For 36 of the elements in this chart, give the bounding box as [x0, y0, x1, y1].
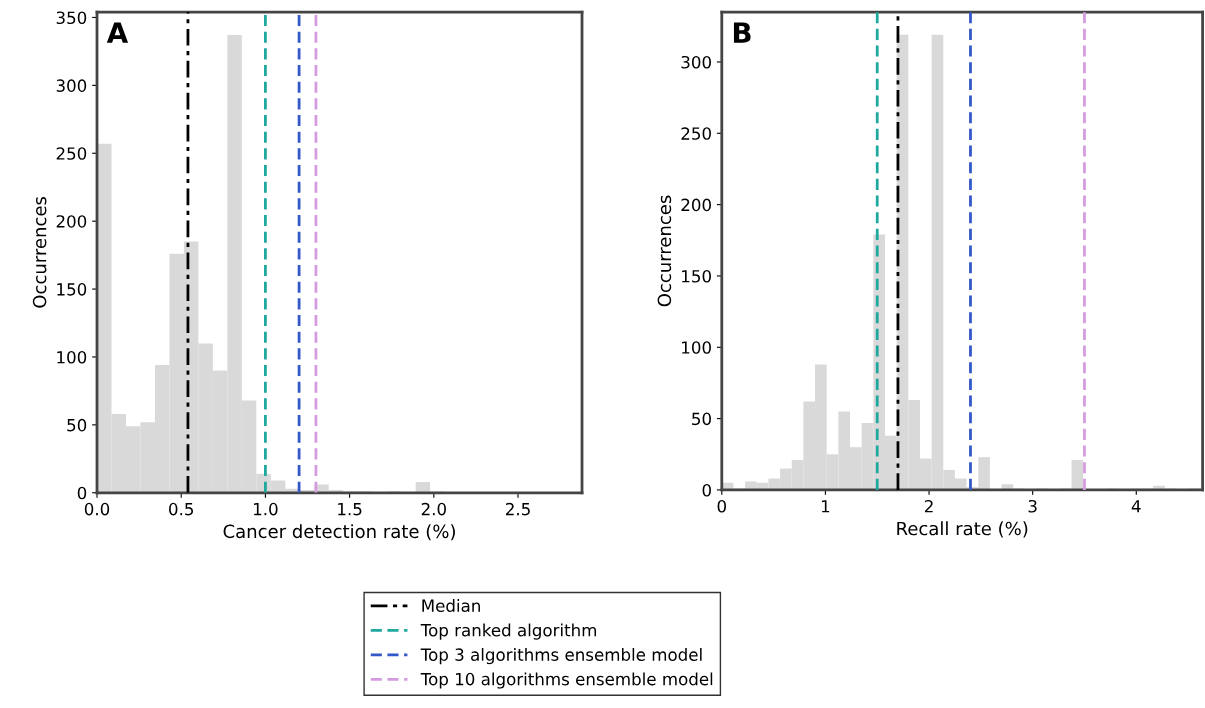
annotation: A — [106, 22, 129, 43]
y-tick-label: 50 — [692, 412, 711, 426]
legend-label: Median — [422, 599, 480, 612]
x-tick-label: 2.0 — [421, 502, 446, 516]
x-tick-label: 0 — [717, 499, 726, 513]
y-tick-label: 150 — [57, 283, 87, 296]
y-tick-label: 50 — [67, 418, 87, 432]
x-axis-title: Recall rate (%) — [897, 521, 1028, 538]
y-tick-label: 300 — [56, 79, 87, 92]
y-tick-label: 200 — [681, 198, 711, 212]
legend-label: Top 3 algorithms ensemble model — [420, 648, 702, 665]
x-axis-title: Cancer detection rate (%) — [223, 524, 455, 541]
x-tick-label: 2 — [924, 499, 933, 513]
legend-label: Top 10 algorithms ensemble model — [420, 672, 713, 689]
annotation: B — [733, 22, 751, 43]
legend-label: Top ranked algorithm — [420, 623, 596, 640]
x-tick-label: 4 — [1131, 500, 1141, 513]
x-tick-label: 0.5 — [169, 502, 193, 516]
y-tick-label: 0 — [77, 486, 87, 500]
y-tick-label: 300 — [681, 55, 711, 69]
y-tick-label: 0 — [702, 483, 711, 497]
y-axis-title: Occurrences — [32, 196, 47, 308]
y-tick-label: 350 — [56, 11, 87, 25]
y-tick-label: 250 — [681, 127, 711, 140]
x-tick-label: 0.0 — [84, 502, 110, 516]
x-tick-label: 3 — [1028, 499, 1037, 513]
y-tick-label: 200 — [56, 215, 87, 228]
y-tick-label: 250 — [56, 147, 87, 160]
x-tick-label: 1.5 — [338, 503, 362, 516]
x-tick-label: 2.5 — [505, 502, 530, 516]
y-tick-label: 100 — [57, 350, 87, 364]
y-tick-label: 150 — [682, 269, 711, 283]
y-tick-label: 100 — [682, 341, 711, 354]
x-tick-label: 1 — [821, 500, 830, 513]
y-axis-title: Occurrences — [657, 195, 672, 307]
x-tick-label: 1.0 — [253, 502, 278, 516]
